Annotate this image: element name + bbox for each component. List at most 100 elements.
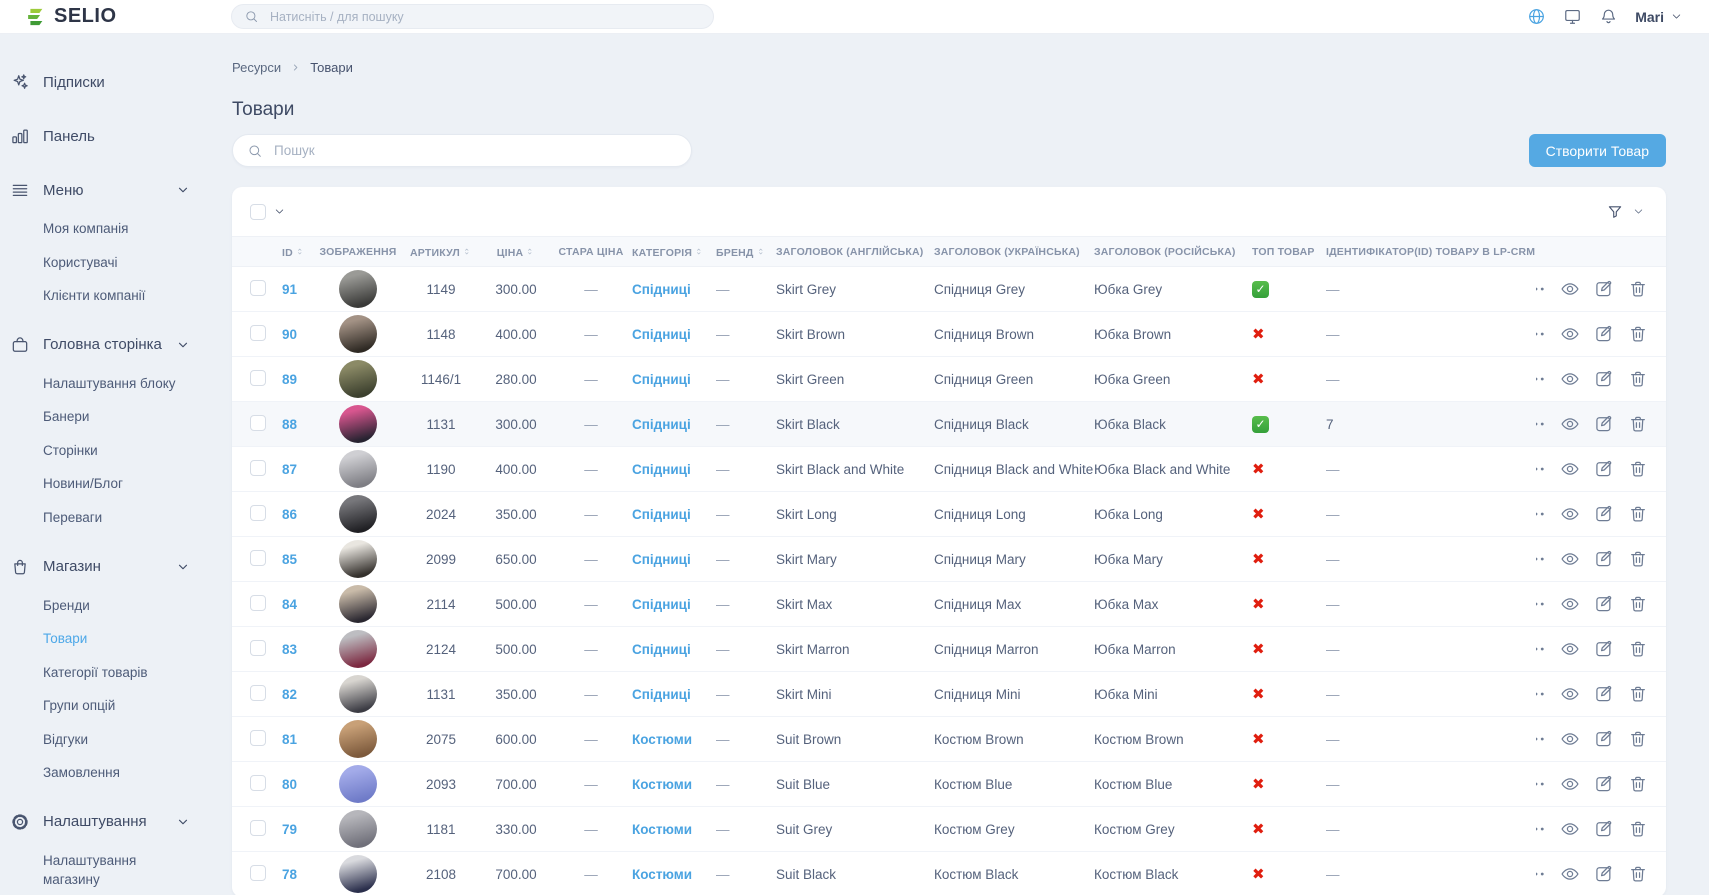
sidebar-subitem[interactable]: Клієнти компанії <box>10 279 195 313</box>
sidebar-subitem[interactable]: Налаштування магазину <box>10 844 195 895</box>
sidebar-item[interactable]: Магазин <box>10 545 210 589</box>
more-button[interactable] <box>1536 819 1546 839</box>
delete-button[interactable] <box>1628 459 1648 479</box>
view-button[interactable] <box>1560 279 1580 299</box>
row-checkbox[interactable] <box>250 504 266 521</box>
row-checkbox[interactable] <box>250 639 266 656</box>
product-id-link[interactable]: 83 <box>282 641 298 657</box>
product-id-link[interactable]: 90 <box>282 326 298 342</box>
product-category-link[interactable]: Спідниці <box>632 461 691 477</box>
product-category-link[interactable]: Спідниці <box>632 686 691 702</box>
row-checkbox[interactable] <box>250 414 266 431</box>
product-id-link[interactable]: 89 <box>282 371 298 387</box>
product-search[interactable] <box>232 134 692 167</box>
more-button[interactable] <box>1536 369 1546 389</box>
create-product-button[interactable]: Створити Товар <box>1528 134 1666 167</box>
bell-icon[interactable] <box>1599 7 1618 26</box>
edit-button[interactable] <box>1594 729 1614 749</box>
sidebar-subitem[interactable]: Групи опцій <box>10 689 195 723</box>
delete-button[interactable] <box>1628 774 1648 794</box>
more-button[interactable] <box>1536 414 1546 434</box>
delete-button[interactable] <box>1628 729 1648 749</box>
product-category-link[interactable]: Костюми <box>632 776 693 792</box>
row-checkbox[interactable] <box>250 774 266 791</box>
product-category-link[interactable]: Костюми <box>632 731 693 747</box>
sidebar-subitem[interactable]: Замовлення <box>10 756 195 790</box>
product-id-link[interactable]: 84 <box>282 596 298 612</box>
chevron-down-icon[interactable] <box>273 205 286 218</box>
more-button[interactable] <box>1536 549 1546 569</box>
edit-button[interactable] <box>1594 864 1614 884</box>
sidebar-subitem[interactable]: Новини/Блог <box>10 467 195 501</box>
product-id-link[interactable]: 82 <box>282 686 298 702</box>
product-category-link[interactable]: Спідниці <box>632 641 691 657</box>
delete-button[interactable] <box>1628 369 1648 389</box>
row-checkbox[interactable] <box>250 684 266 701</box>
view-button[interactable] <box>1560 774 1580 794</box>
sidebar-subitem[interactable]: Переваги <box>10 501 195 535</box>
row-checkbox[interactable] <box>250 459 266 476</box>
edit-button[interactable] <box>1594 684 1614 704</box>
edit-button[interactable] <box>1594 414 1614 434</box>
edit-button[interactable] <box>1594 279 1614 299</box>
global-search[interactable] <box>231 4 714 29</box>
sidebar-subitem[interactable]: Відгуки <box>10 723 195 757</box>
view-button[interactable] <box>1560 639 1580 659</box>
more-button[interactable] <box>1536 864 1546 884</box>
product-category-link[interactable]: Спідниці <box>632 551 691 567</box>
globe-icon[interactable] <box>1527 7 1546 26</box>
product-image[interactable] <box>339 810 377 848</box>
sidebar-subitem[interactable]: Сторінки <box>10 434 195 468</box>
edit-button[interactable] <box>1594 819 1614 839</box>
more-button[interactable] <box>1536 279 1546 299</box>
global-search-input[interactable] <box>268 8 701 25</box>
product-category-link[interactable]: Спідниці <box>632 596 691 612</box>
edit-button[interactable] <box>1594 774 1614 794</box>
product-id-link[interactable]: 91 <box>282 281 298 297</box>
sidebar-item[interactable]: Головна сторінка <box>10 323 210 367</box>
sidebar-subitem[interactable]: Користувачі <box>10 246 195 280</box>
product-category-link[interactable]: Спідниці <box>632 371 691 387</box>
product-search-input[interactable] <box>272 142 677 159</box>
view-button[interactable] <box>1560 819 1580 839</box>
product-id-link[interactable]: 79 <box>282 821 298 837</box>
delete-button[interactable] <box>1628 594 1648 614</box>
more-button[interactable] <box>1536 684 1546 704</box>
sidebar-item[interactable]: Меню <box>10 168 210 212</box>
filter-button[interactable] <box>1606 203 1645 221</box>
view-button[interactable] <box>1560 729 1580 749</box>
edit-button[interactable] <box>1594 639 1614 659</box>
product-id-link[interactable]: 85 <box>282 551 298 567</box>
breadcrumb-resources[interactable]: Ресурси <box>232 60 282 75</box>
product-image[interactable] <box>339 585 377 623</box>
delete-button[interactable] <box>1628 414 1648 434</box>
sidebar-item[interactable]: Підписки <box>10 60 210 104</box>
delete-button[interactable] <box>1628 279 1648 299</box>
product-image[interactable] <box>339 675 377 713</box>
row-checkbox[interactable] <box>250 729 266 746</box>
product-image[interactable] <box>339 765 377 803</box>
product-id-link[interactable]: 78 <box>282 866 298 882</box>
sidebar-subitem[interactable]: Товари <box>10 622 195 656</box>
product-id-link[interactable]: 87 <box>282 461 298 477</box>
sidebar-subitem[interactable]: Категорії товарів <box>10 656 195 690</box>
product-image[interactable] <box>339 630 377 668</box>
view-button[interactable] <box>1560 324 1580 344</box>
delete-button[interactable] <box>1628 684 1648 704</box>
more-button[interactable] <box>1536 729 1546 749</box>
view-button[interactable] <box>1560 504 1580 524</box>
delete-button[interactable] <box>1628 549 1648 569</box>
product-category-link[interactable]: Спідниці <box>632 326 691 342</box>
view-button[interactable] <box>1560 864 1580 884</box>
more-button[interactable] <box>1536 459 1546 479</box>
delete-button[interactable] <box>1628 324 1648 344</box>
edit-button[interactable] <box>1594 369 1614 389</box>
more-button[interactable] <box>1536 639 1546 659</box>
row-checkbox[interactable] <box>250 279 266 296</box>
monitor-icon[interactable] <box>1563 7 1582 26</box>
row-checkbox[interactable] <box>250 324 266 341</box>
row-checkbox[interactable] <box>250 549 266 566</box>
more-button[interactable] <box>1536 504 1546 524</box>
view-button[interactable] <box>1560 549 1580 569</box>
sidebar-item[interactable]: Панель <box>10 114 210 158</box>
